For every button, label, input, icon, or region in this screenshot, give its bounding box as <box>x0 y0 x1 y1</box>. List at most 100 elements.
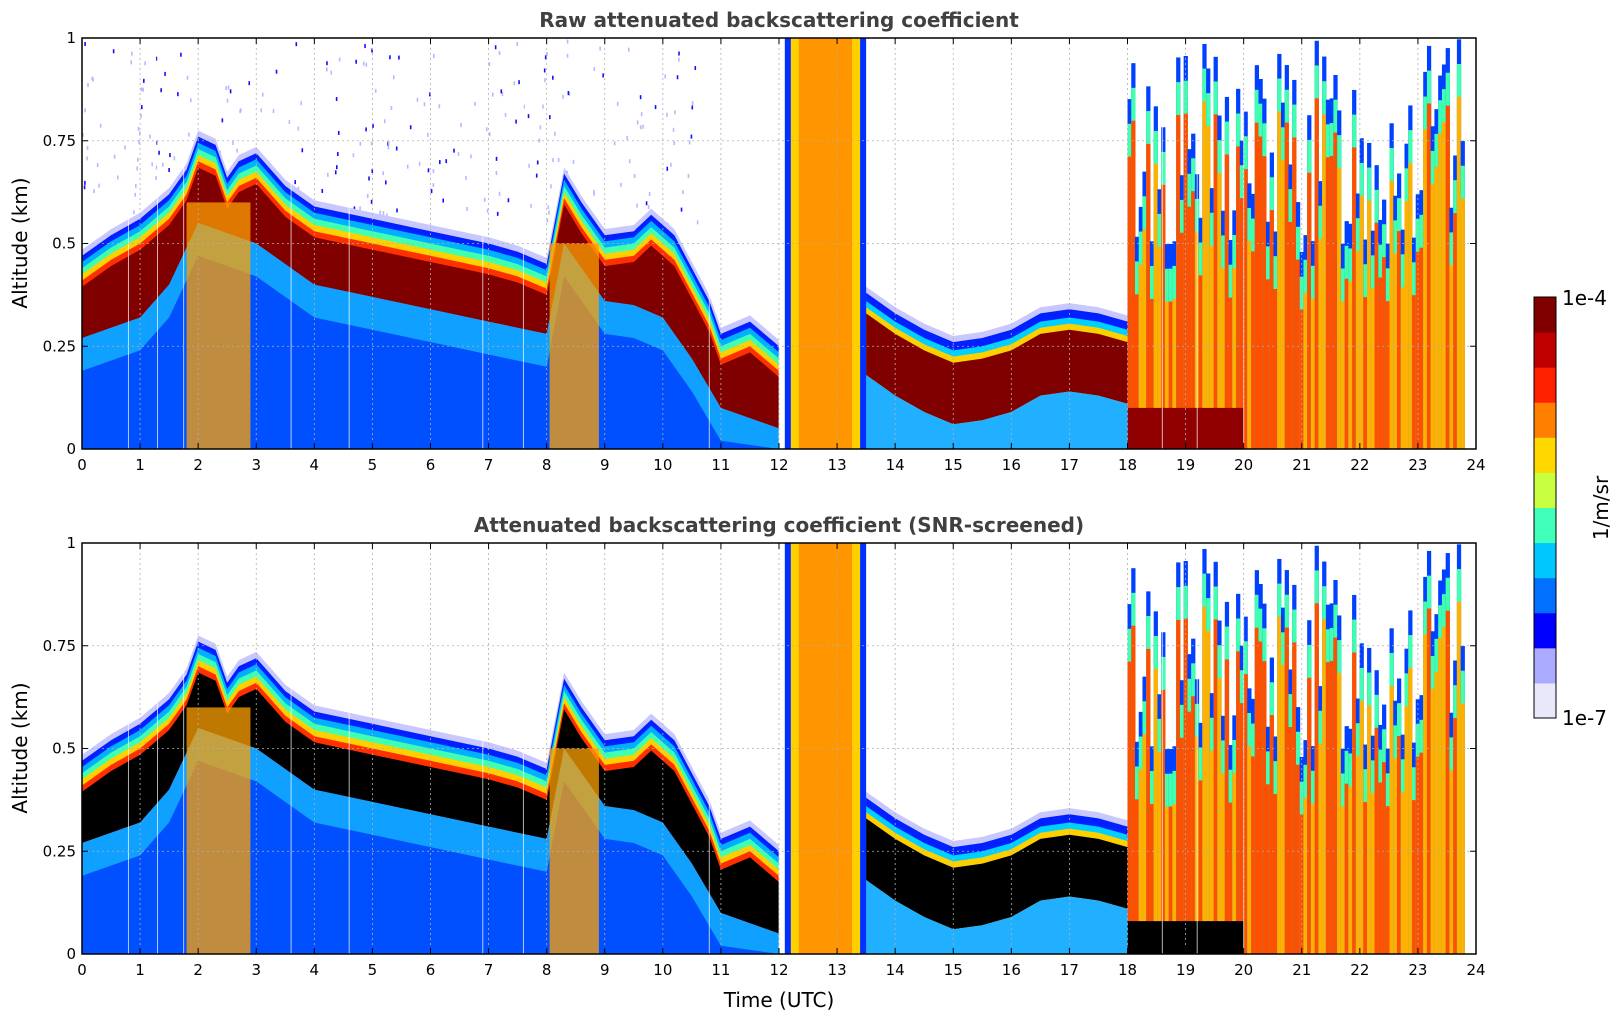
noise-speck <box>562 94 564 99</box>
noise-speck <box>682 190 684 195</box>
noise-speck <box>423 102 426 107</box>
noise-speck <box>566 53 569 58</box>
x-tick-label: 11 <box>711 456 730 474</box>
noise-speck <box>550 184 552 189</box>
noise-speck <box>593 66 596 71</box>
noise-speck <box>374 88 377 93</box>
noise-speck <box>466 206 468 211</box>
cloud-cell-core <box>1430 688 1435 954</box>
noise-speck <box>645 201 648 206</box>
noise-speck <box>261 92 264 97</box>
colorbar-cell <box>1534 612 1556 649</box>
noise-speck <box>227 85 230 90</box>
x-tick-label: 9 <box>600 456 610 474</box>
cloud-cell-core <box>1232 772 1237 954</box>
noise-speck <box>173 156 176 161</box>
noise-speck <box>430 189 433 194</box>
cloud-cell-core <box>1258 641 1263 954</box>
cloud-cell-core <box>1318 743 1323 954</box>
cloud-cell-core <box>1348 281 1353 449</box>
noise-speck <box>382 171 384 176</box>
noise-speck <box>416 97 419 102</box>
noise-speck <box>536 160 539 165</box>
colorbar-cell <box>1534 682 1556 719</box>
y-tick-label: 0.5 <box>52 740 76 758</box>
noise-speck <box>672 127 675 132</box>
cloud-cell-core <box>1198 275 1203 449</box>
noise-speck <box>330 70 333 75</box>
cloud-cell-core <box>1445 105 1450 449</box>
noise-speck <box>528 163 530 168</box>
noise-speck <box>518 80 520 85</box>
noise-speck <box>687 173 690 178</box>
cloud-cell-core <box>1352 652 1357 954</box>
noise-speck <box>474 101 476 106</box>
noise-speck <box>535 173 538 178</box>
cloud-cell-core <box>1138 769 1143 954</box>
noise-speck <box>368 176 370 181</box>
noise-speck <box>294 180 297 185</box>
warm-patch <box>186 707 251 954</box>
colorbar-cell <box>1534 577 1556 614</box>
noise-speck <box>500 89 503 94</box>
noise-speck <box>670 162 672 167</box>
noise-speck <box>640 112 643 117</box>
x-tick-label: 18 <box>1118 961 1137 979</box>
warm-patch <box>549 243 599 449</box>
noise-speck <box>409 125 412 130</box>
noise-speck <box>162 162 164 167</box>
noise-speck <box>149 134 151 139</box>
cloud-column-core <box>798 543 853 954</box>
noise-speck <box>326 61 328 66</box>
lowcloud-core <box>866 313 1128 425</box>
cloud-cell-core <box>1456 601 1462 954</box>
colorbar-cell <box>1534 402 1556 438</box>
noise-speck <box>221 118 224 123</box>
cloud-cell-core <box>1411 295 1417 449</box>
colorbar-label: 1/m/sr <box>1589 475 1613 540</box>
colorbar-cell <box>1534 367 1556 403</box>
noise-speck <box>427 132 429 137</box>
cloud-cell-core <box>1228 297 1233 449</box>
cloud-cell-core <box>1374 222 1379 449</box>
cloud-cell-core <box>1408 162 1413 449</box>
cloud-cell-core <box>1370 288 1376 449</box>
noise-speck <box>496 211 499 216</box>
noise-speck <box>418 161 421 166</box>
noise-speck <box>99 123 102 128</box>
x-tick-label: 16 <box>1002 961 1021 979</box>
noise-speck <box>392 75 395 80</box>
cloud-cell-core <box>1382 762 1387 954</box>
cloud-cell-core <box>1149 803 1155 954</box>
noise-speck <box>143 78 145 83</box>
cloud-cell-core <box>1277 616 1282 954</box>
x-tick-label: 6 <box>426 961 436 979</box>
cloud-cell-core <box>1359 700 1364 954</box>
cloud-cell-core <box>1337 672 1342 954</box>
cloud-cell-core <box>1273 794 1278 954</box>
cloud-cell-core <box>1385 301 1391 449</box>
noise-speck <box>365 127 367 132</box>
cloud-cell-core <box>1239 703 1245 954</box>
colorbar-scale <box>1534 297 1556 719</box>
cloud-cell-core <box>1179 737 1185 954</box>
noise-speck <box>389 55 391 60</box>
cloud-cell-core <box>1307 172 1312 449</box>
cloud-cell-core <box>1251 251 1256 449</box>
noise-speck <box>365 62 368 67</box>
cloud-cell-core <box>1254 122 1260 449</box>
noise-speck <box>647 205 650 210</box>
noise-speck <box>688 140 691 145</box>
cloud-cell-core <box>1419 752 1424 954</box>
cloud-cell-core <box>1367 705 1372 954</box>
cloud-cell-core <box>1363 297 1368 449</box>
noise-speck <box>691 101 694 106</box>
noise-speck <box>188 132 190 137</box>
noise-speck <box>485 127 488 132</box>
noise-speck <box>439 160 441 165</box>
x-tick-label: 1 <box>135 961 145 979</box>
cloud-cell-core <box>1460 703 1465 954</box>
noise-speck <box>297 126 300 131</box>
noise-speck <box>676 75 679 80</box>
x-tick-label: 2 <box>193 961 203 979</box>
